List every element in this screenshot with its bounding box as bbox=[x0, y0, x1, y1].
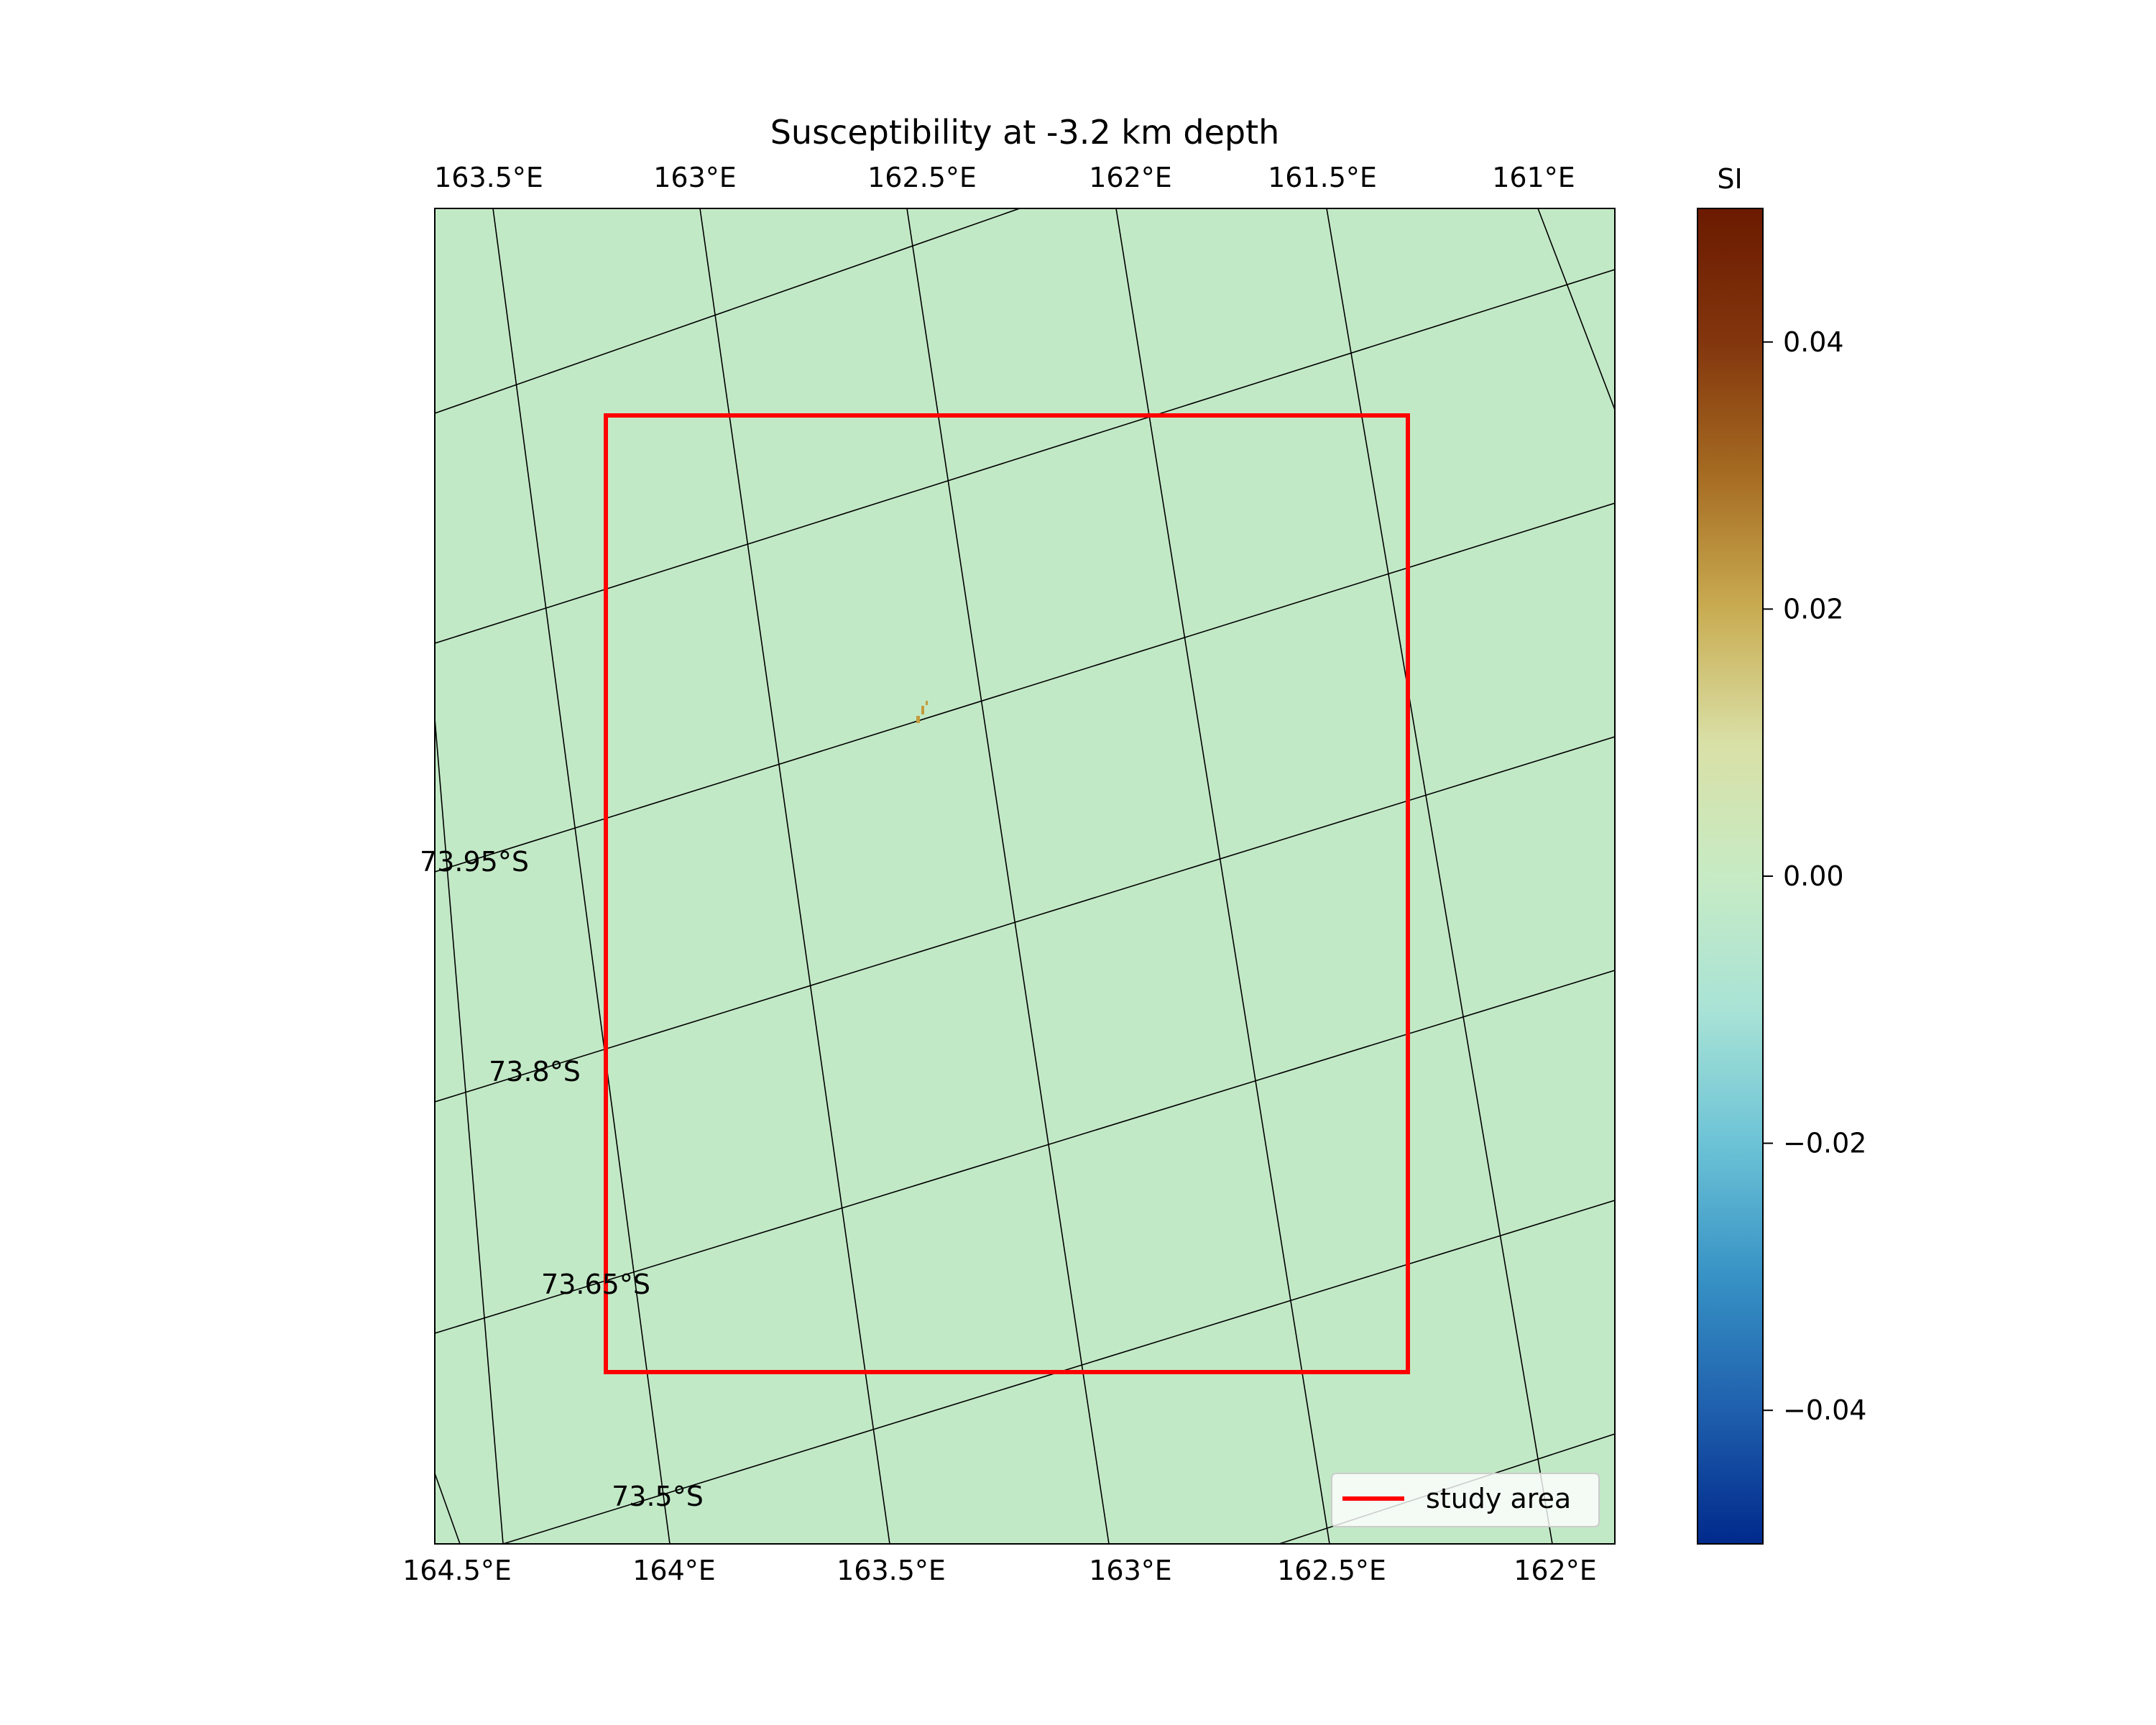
anomaly-cell bbox=[921, 706, 924, 714]
colorbar-gradient bbox=[1697, 208, 1764, 1545]
colorbar-ticks: 0.04 0.02 0.00 −0.02 −0.04 bbox=[1763, 326, 1866, 1426]
legend: study area bbox=[1331, 1473, 1600, 1527]
gridline bbox=[906, 208, 1110, 1544]
top-lon-label: 163°E bbox=[653, 162, 737, 193]
bottom-longitude-labels: 164.5°E 164°E 163.5°E 163°E 162.5°E 162°… bbox=[402, 1555, 1597, 1586]
map-panel bbox=[434, 208, 1616, 1545]
map-background bbox=[435, 208, 1615, 1544]
study-area-outline bbox=[604, 413, 1410, 1374]
legend-box bbox=[1331, 1473, 1600, 1527]
top-lon-label: 161.5°E bbox=[1268, 162, 1377, 193]
anomaly-cell bbox=[926, 701, 928, 705]
colorbar-tick-label: 0.02 bbox=[1783, 593, 1844, 625]
map-frame bbox=[434, 208, 1616, 1545]
top-lon-label: 161°E bbox=[1492, 162, 1575, 193]
gridline bbox=[492, 208, 671, 1544]
bottom-lon-label: 162°E bbox=[1514, 1555, 1597, 1586]
gridline bbox=[699, 208, 890, 1544]
colorbar-tick-label: 0.00 bbox=[1783, 860, 1844, 892]
bottom-lon-label: 164°E bbox=[632, 1555, 716, 1586]
bottom-lon-label: 163.5°E bbox=[837, 1555, 946, 1586]
colorbar-tick-label: 0.04 bbox=[1783, 326, 1844, 358]
colorbar-label: SI bbox=[1717, 163, 1742, 195]
colorbar-tick-label: −0.02 bbox=[1783, 1128, 1866, 1159]
anomaly-patch bbox=[916, 701, 928, 723]
gridline bbox=[435, 1473, 461, 1544]
colorbar: SI 0.04 0.02 0.00 −0.02 −0.04 bbox=[1697, 163, 1866, 1545]
top-longitude-labels: 163.5°E 163°E 162.5°E 162°E 161.5°E 161°… bbox=[434, 162, 1575, 193]
top-lon-label: 162°E bbox=[1089, 162, 1172, 193]
bottom-lon-label: 164.5°E bbox=[402, 1555, 512, 1586]
legend-label: study area bbox=[1426, 1483, 1571, 1514]
gridline bbox=[1326, 208, 1553, 1544]
latitude-labels: 73.95°S 73.8°S 73.65°S 73.5°S bbox=[420, 846, 704, 1512]
top-lon-label: 162.5°E bbox=[867, 162, 977, 193]
gridline bbox=[435, 269, 1615, 644]
anomaly-cell bbox=[916, 716, 920, 723]
gridline bbox=[435, 736, 1615, 1103]
colorbar-tick-label: −0.04 bbox=[1783, 1394, 1866, 1426]
lat-label: 73.5°S bbox=[612, 1481, 704, 1512]
lat-label: 73.8°S bbox=[489, 1056, 581, 1087]
gridline bbox=[435, 208, 1022, 414]
gridline bbox=[1537, 208, 1615, 410]
gridline bbox=[435, 718, 504, 1544]
lat-label: 73.65°S bbox=[541, 1269, 650, 1300]
top-lon-label: 163.5°E bbox=[434, 162, 543, 193]
chart-title: Susceptibility at -3.2 km depth bbox=[770, 113, 1280, 152]
gridline bbox=[435, 970, 1615, 1334]
gridline bbox=[435, 502, 1615, 873]
lat-label: 73.95°S bbox=[420, 846, 529, 878]
bottom-lon-label: 163°E bbox=[1089, 1555, 1172, 1586]
bottom-lon-label: 162.5°E bbox=[1277, 1555, 1386, 1586]
gridline bbox=[1115, 208, 1330, 1544]
